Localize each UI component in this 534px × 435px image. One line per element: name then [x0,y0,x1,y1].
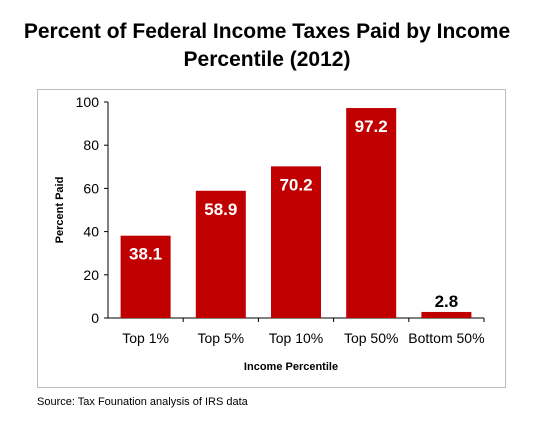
source-note: Source: Tax Founation analysis of IRS da… [37,396,248,408]
bar-value-label: 2.8 [435,292,459,311]
bar [346,108,397,318]
x-tick-label: Top 1% [122,330,169,346]
x-tick-label: Top 5% [197,330,244,346]
y-tick-label: 60 [83,180,99,196]
bar-value-label: 97.2 [355,117,388,136]
chart-title-line-1: Percent of Federal Income Taxes Paid by … [23,20,511,43]
bar-value-label: 70.2 [279,175,312,194]
bar-value-label: 58.9 [204,200,237,219]
x-axis-title: Income Percentile [244,361,338,373]
chart-title: Percent of Federal Income Taxes Paid by … [0,18,534,74]
y-axis-title: Percent Paid [54,177,66,244]
y-tick-label: 80 [83,137,99,153]
y-tick-label: 100 [76,94,100,110]
bar [421,311,472,318]
bar [271,166,321,318]
y-tick-label: 20 [83,267,99,283]
bar [120,235,171,318]
x-tick-label: Top 10% [269,330,323,346]
x-tick-label: Bottom 50% [408,330,484,346]
y-tick-label: 40 [83,224,99,240]
y-tick-label: 0 [91,310,99,326]
chart-title-line-2: Percentile (2012) [183,48,351,71]
bar [195,190,246,318]
x-tick-label: Top 50% [344,330,398,346]
bar-value-label: 38.1 [129,245,162,264]
